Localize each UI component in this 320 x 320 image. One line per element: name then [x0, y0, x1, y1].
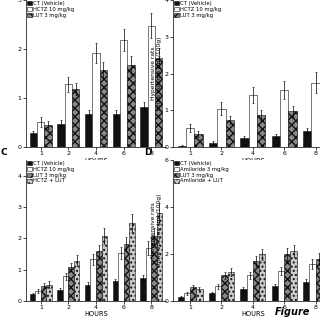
- Bar: [148, 26, 155, 147]
- Bar: [127, 65, 135, 147]
- Bar: [228, 272, 234, 301]
- Bar: [85, 114, 92, 147]
- Bar: [249, 95, 257, 147]
- Bar: [246, 276, 253, 301]
- Bar: [35, 291, 41, 301]
- Bar: [113, 281, 118, 301]
- Bar: [96, 252, 101, 301]
- Text: D: D: [144, 148, 151, 157]
- Bar: [140, 107, 148, 147]
- Bar: [85, 284, 91, 301]
- Bar: [184, 293, 190, 301]
- Y-axis label: Normotensive rats
Urine volume (mL/100g): Normotensive rats Urine volume (mL/100g): [151, 194, 162, 267]
- Bar: [196, 289, 203, 301]
- Bar: [226, 120, 234, 147]
- Bar: [217, 108, 226, 147]
- Bar: [146, 248, 151, 301]
- Bar: [92, 53, 100, 147]
- Legend: CT (Vehicle), HCTZ 10 mg/kg, LUT 3 mg/kg, HCTZ + LUT: CT (Vehicle), HCTZ 10 mg/kg, LUT 3 mg/kg…: [26, 161, 75, 184]
- Bar: [100, 70, 107, 147]
- X-axis label: HOURS: HOURS: [241, 311, 265, 317]
- Bar: [272, 136, 280, 147]
- Bar: [151, 236, 157, 301]
- Y-axis label: Hypertensive rats
Urine volume (mL/100g): Hypertensive rats Urine volume (mL/100g): [151, 37, 162, 110]
- Bar: [74, 261, 79, 301]
- Bar: [101, 236, 107, 301]
- Bar: [65, 84, 72, 147]
- Bar: [303, 282, 309, 301]
- Bar: [140, 278, 146, 301]
- Bar: [272, 286, 278, 301]
- Bar: [284, 254, 291, 301]
- Legend: CT (Vehicle), HCTZ 10 mg/kg, LUT 3 mg/kg: CT (Vehicle), HCTZ 10 mg/kg, LUT 3 mg/kg: [173, 1, 222, 18]
- Bar: [68, 267, 74, 301]
- Bar: [190, 287, 196, 301]
- Bar: [178, 146, 186, 147]
- Bar: [120, 40, 127, 147]
- Bar: [57, 290, 63, 301]
- Legend: CT (Vehicle), HCTZ 10 mg/kg, LUT 3 mg/kg: CT (Vehicle), HCTZ 10 mg/kg, LUT 3 mg/kg: [26, 1, 75, 18]
- Bar: [37, 122, 44, 147]
- Bar: [157, 212, 162, 301]
- Bar: [30, 133, 37, 147]
- Bar: [209, 293, 215, 301]
- Bar: [72, 89, 79, 147]
- Text: C: C: [0, 148, 7, 157]
- Bar: [280, 90, 288, 147]
- Bar: [41, 286, 46, 301]
- Bar: [44, 124, 52, 147]
- Bar: [259, 254, 265, 301]
- Bar: [303, 131, 311, 147]
- Bar: [309, 264, 316, 301]
- Bar: [63, 276, 68, 301]
- Bar: [118, 253, 124, 301]
- Bar: [215, 286, 221, 301]
- Bar: [155, 58, 162, 147]
- X-axis label: HOURS: HOURS: [84, 158, 108, 164]
- Bar: [221, 276, 228, 301]
- Bar: [30, 294, 35, 301]
- Bar: [194, 134, 203, 147]
- Bar: [124, 244, 129, 301]
- Bar: [186, 128, 194, 147]
- Text: Figure: Figure: [275, 307, 310, 317]
- Bar: [291, 251, 297, 301]
- X-axis label: HOURS: HOURS: [84, 311, 108, 317]
- Bar: [278, 271, 284, 301]
- Bar: [57, 124, 65, 147]
- Bar: [316, 259, 320, 301]
- Bar: [240, 138, 249, 147]
- Bar: [129, 223, 135, 301]
- Bar: [113, 114, 120, 147]
- Legend: CT (Vehicle), Amiloride 3 mg/kg, LUT 3 mg/kg, Amiloride + LUT: CT (Vehicle), Amiloride 3 mg/kg, LUT 3 m…: [173, 161, 230, 184]
- Bar: [240, 289, 246, 301]
- Bar: [46, 284, 52, 301]
- X-axis label: HOURS: HOURS: [241, 158, 265, 164]
- Bar: [209, 143, 217, 147]
- Bar: [288, 111, 297, 147]
- Bar: [311, 83, 320, 147]
- Bar: [257, 115, 265, 147]
- Bar: [91, 260, 96, 301]
- Bar: [178, 297, 184, 301]
- Bar: [253, 261, 259, 301]
